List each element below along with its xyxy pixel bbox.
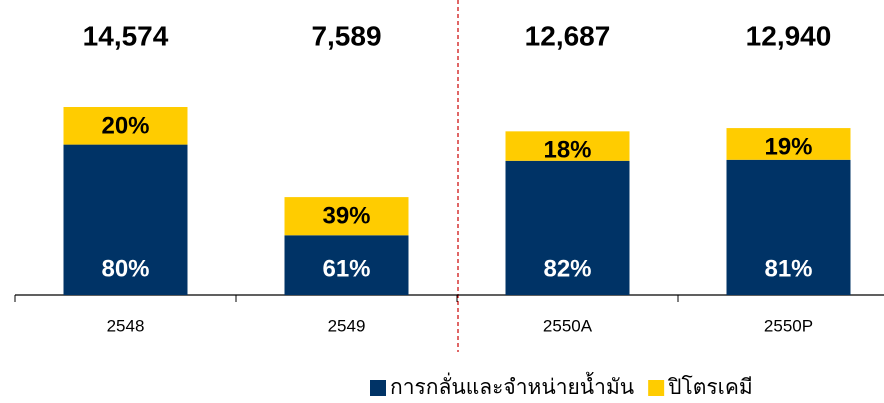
- bar-segment: [63, 144, 188, 295]
- total-label: 14,574: [83, 20, 169, 51]
- value-label: 80%: [101, 255, 149, 282]
- legend-swatch: [370, 380, 386, 396]
- x-tick-label: 2550A: [543, 316, 593, 335]
- value-label: 82%: [543, 255, 591, 282]
- bar-segment: [284, 197, 409, 236]
- total-label: 12,687: [525, 20, 611, 51]
- bar-segment: [726, 159, 851, 295]
- value-label: 81%: [764, 255, 812, 282]
- legend-label: ปิโตรเคมี: [667, 375, 752, 399]
- bar-segment: [505, 131, 630, 161]
- value-label: 20%: [101, 112, 149, 139]
- bar-segment: [726, 128, 851, 160]
- bar-segment: [284, 235, 409, 295]
- x-tick-label: 2550P: [764, 316, 813, 335]
- value-label: 19%: [764, 133, 812, 160]
- legend-swatch: [648, 380, 665, 396]
- x-tick-label: 2549: [328, 316, 366, 335]
- legend-label: การกลั่นและจำหน่ายน้ำมัน: [390, 372, 634, 399]
- value-label: 18%: [543, 137, 591, 164]
- total-label: 12,940: [746, 20, 832, 51]
- value-label: 39%: [322, 202, 370, 229]
- total-label: 7,589: [311, 20, 381, 51]
- x-tick-label: 2548: [107, 316, 145, 335]
- bar-segment: [505, 160, 630, 295]
- value-label: 61%: [322, 255, 370, 282]
- bar-segment: [63, 107, 188, 145]
- x-axis-ticks: [14, 295, 679, 302]
